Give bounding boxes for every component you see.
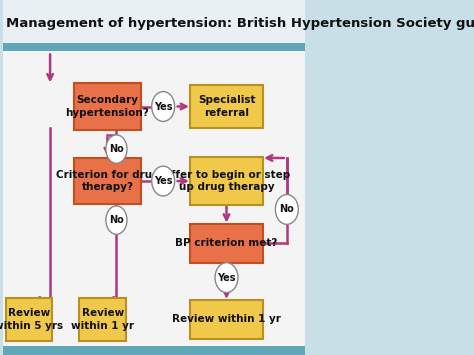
Ellipse shape bbox=[215, 263, 238, 293]
FancyBboxPatch shape bbox=[3, 43, 305, 51]
Text: Offer to begin or step
up drug therapy: Offer to begin or step up drug therapy bbox=[163, 170, 291, 192]
FancyBboxPatch shape bbox=[3, 51, 305, 355]
FancyBboxPatch shape bbox=[74, 83, 141, 130]
FancyBboxPatch shape bbox=[191, 224, 263, 263]
Text: Management of hypertension: British Hypertension Society guidelines.: Management of hypertension: British Hype… bbox=[6, 17, 474, 29]
Ellipse shape bbox=[106, 206, 127, 234]
Text: No: No bbox=[109, 215, 124, 225]
Text: Secondary
hypertension?: Secondary hypertension? bbox=[65, 95, 149, 118]
FancyBboxPatch shape bbox=[191, 85, 263, 128]
FancyBboxPatch shape bbox=[74, 158, 141, 204]
Text: Review
within 5 yrs: Review within 5 yrs bbox=[0, 308, 64, 331]
FancyBboxPatch shape bbox=[80, 298, 126, 341]
Ellipse shape bbox=[275, 195, 298, 224]
Text: Yes: Yes bbox=[154, 176, 173, 186]
Text: Specialist
referral: Specialist referral bbox=[198, 95, 255, 118]
Text: Yes: Yes bbox=[217, 273, 236, 283]
FancyBboxPatch shape bbox=[191, 300, 263, 339]
FancyBboxPatch shape bbox=[191, 157, 263, 205]
Ellipse shape bbox=[106, 135, 127, 163]
Text: Yes: Yes bbox=[154, 102, 173, 111]
FancyBboxPatch shape bbox=[6, 298, 52, 341]
Ellipse shape bbox=[152, 92, 174, 121]
Text: Review within 1 yr: Review within 1 yr bbox=[172, 315, 281, 324]
Text: No: No bbox=[280, 204, 294, 214]
FancyBboxPatch shape bbox=[3, 0, 305, 43]
Text: Review
within 1 yr: Review within 1 yr bbox=[72, 308, 134, 331]
FancyBboxPatch shape bbox=[3, 346, 305, 355]
Text: Criterion for drug
therapy?: Criterion for drug therapy? bbox=[55, 170, 159, 192]
Ellipse shape bbox=[152, 166, 174, 196]
Text: BP criterion met?: BP criterion met? bbox=[175, 238, 278, 248]
Text: No: No bbox=[109, 144, 124, 154]
